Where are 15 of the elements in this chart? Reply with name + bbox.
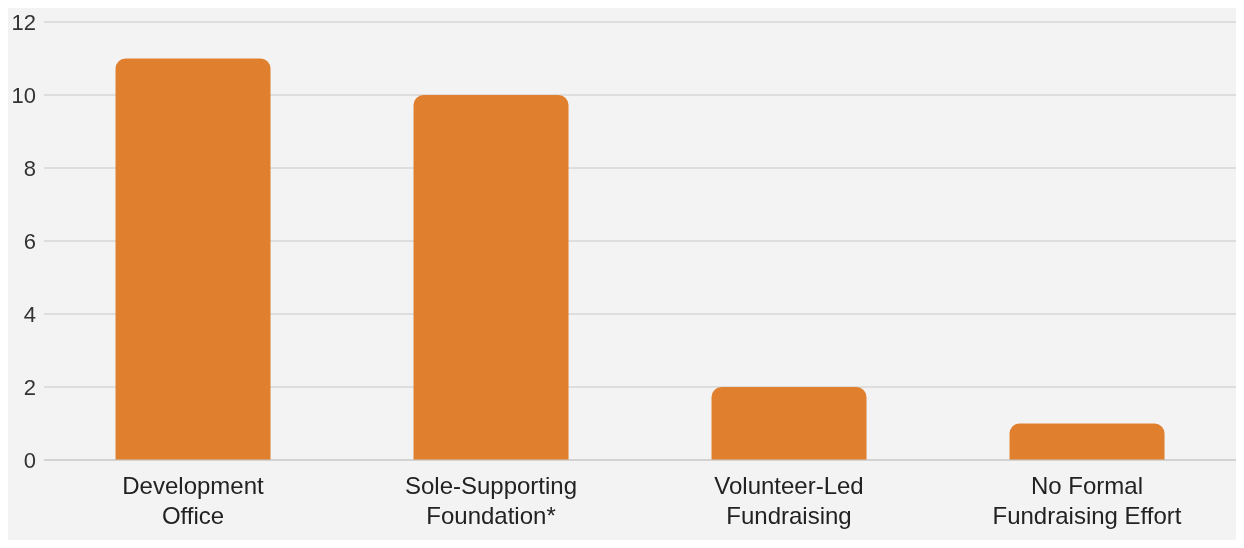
y-tick-label: 2 bbox=[23, 374, 36, 400]
bar bbox=[413, 95, 569, 460]
x-tick-label: Sole-Supporting Foundation* bbox=[404, 472, 578, 529]
y-tick-label: 8 bbox=[23, 155, 36, 181]
y-tick-label: 6 bbox=[23, 228, 36, 254]
x-tick-label: No Formal Fundraising Effort bbox=[992, 472, 1182, 529]
y-tick-label: 10 bbox=[11, 82, 36, 108]
x-tick-label: Development Office bbox=[122, 472, 265, 529]
x-tick-label: Volunteer-Led Fundraising bbox=[714, 472, 864, 529]
y-tick-label: 12 bbox=[11, 9, 36, 35]
y-tick-label: 0 bbox=[23, 447, 36, 473]
bar bbox=[1009, 423, 1165, 460]
y-tick-label: 4 bbox=[23, 301, 36, 327]
bar bbox=[115, 58, 271, 460]
bar bbox=[711, 387, 867, 460]
